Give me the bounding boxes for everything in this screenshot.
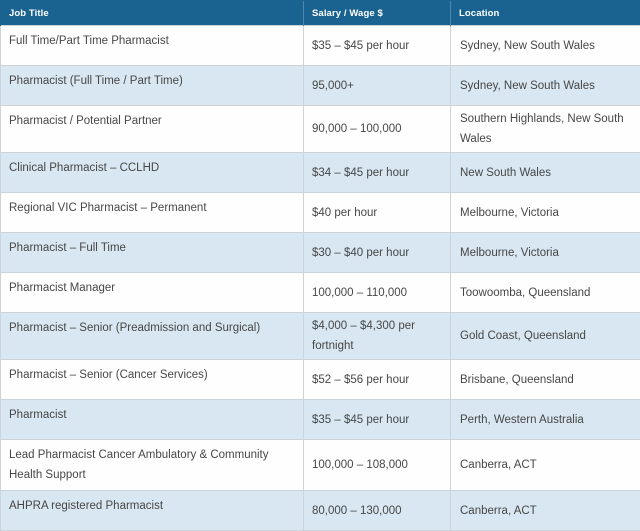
salary-cell: $34 – $45 per hour — [304, 153, 451, 193]
location-cell: New South Wales — [451, 153, 640, 193]
salary-cell: 90,000 – 100,000 — [304, 106, 451, 153]
column-header-job-title: Job Title — [1, 1, 304, 26]
salary-cell: $52 – $56 per hour — [304, 360, 451, 400]
location-cell: Perth, Western Australia — [451, 400, 640, 440]
location-cell: Melbourne, Victoria — [451, 193, 640, 233]
location-cell: Canberra, ACT — [451, 491, 640, 531]
salary-cell: 100,000 – 110,000 — [304, 273, 451, 313]
table-body: Full Time/Part Time Pharmacist $35 – $45… — [1, 26, 640, 531]
table-row: Pharmacist / Potential Partner 90,000 – … — [1, 106, 640, 153]
table-row: Pharmacist – Full Time $30 – $40 per hou… — [1, 233, 640, 273]
table-row: Clinical Pharmacist – CCLHD $34 – $45 pe… — [1, 153, 640, 193]
job-title-cell: Lead Pharmacist Cancer Ambulatory & Comm… — [1, 440, 304, 491]
job-title-cell: Pharmacist / Potential Partner — [1, 106, 304, 153]
location-cell: Canberra, ACT — [451, 440, 640, 491]
job-title-cell: Clinical Pharmacist – CCLHD — [1, 153, 304, 193]
table-row: Pharmacist $35 – $45 per hour Perth, Wes… — [1, 400, 640, 440]
table-row: Pharmacist (Full Time / Part Time) 95,00… — [1, 66, 640, 106]
location-cell: Southern Highlands, New South Wales — [451, 106, 640, 153]
location-cell: Gold Coast, Queensland — [451, 313, 640, 360]
table-row: Pharmacist Manager 100,000 – 110,000 Too… — [1, 273, 640, 313]
salary-cell: 80,000 – 130,000 — [304, 491, 451, 531]
job-title-cell: Pharmacist – Senior (Cancer Services) — [1, 360, 304, 400]
table-row: Full Time/Part Time Pharmacist $35 – $45… — [1, 26, 640, 66]
job-title-cell: Pharmacist – Full Time — [1, 233, 304, 273]
location-cell: Toowoomba, Queensland — [451, 273, 640, 313]
job-title-cell: Regional VIC Pharmacist – Permanent — [1, 193, 304, 233]
salary-cell: 95,000+ — [304, 66, 451, 106]
salary-cell: $30 – $40 per hour — [304, 233, 451, 273]
salary-cell: $35 – $45 per hour — [304, 400, 451, 440]
salary-cell: $4,000 – $4,300 per fortnight — [304, 313, 451, 360]
location-cell: Sydney, New South Wales — [451, 66, 640, 106]
column-header-salary: Salary / Wage $ — [304, 1, 451, 26]
salary-cell: 100,000 – 108,000 — [304, 440, 451, 491]
job-title-cell: Pharmacist – Senior (Preadmission and Su… — [1, 313, 304, 360]
column-header-location: Location — [451, 1, 640, 26]
job-title-cell: Full Time/Part Time Pharmacist — [1, 26, 304, 66]
table-row: Regional VIC Pharmacist – Permanent $40 … — [1, 193, 640, 233]
table-row: AHPRA registered Pharmacist 80,000 – 130… — [1, 491, 640, 531]
table-row: Pharmacist – Senior (Cancer Services) $5… — [1, 360, 640, 400]
job-title-cell: AHPRA registered Pharmacist — [1, 491, 304, 531]
salary-cell: $40 per hour — [304, 193, 451, 233]
location-cell: Brisbane, Queensland — [451, 360, 640, 400]
table-row: Lead Pharmacist Cancer Ambulatory & Comm… — [1, 440, 640, 491]
location-cell: Melbourne, Victoria — [451, 233, 640, 273]
location-cell: Sydney, New South Wales — [451, 26, 640, 66]
job-title-cell: Pharmacist Manager — [1, 273, 304, 313]
table-row: Pharmacist – Senior (Preadmission and Su… — [1, 313, 640, 360]
job-title-cell: Pharmacist (Full Time / Part Time) — [1, 66, 304, 106]
job-title-cell: Pharmacist — [1, 400, 304, 440]
header-row: Job Title Salary / Wage $ Location — [1, 1, 640, 26]
salary-cell: $35 – $45 per hour — [304, 26, 451, 66]
